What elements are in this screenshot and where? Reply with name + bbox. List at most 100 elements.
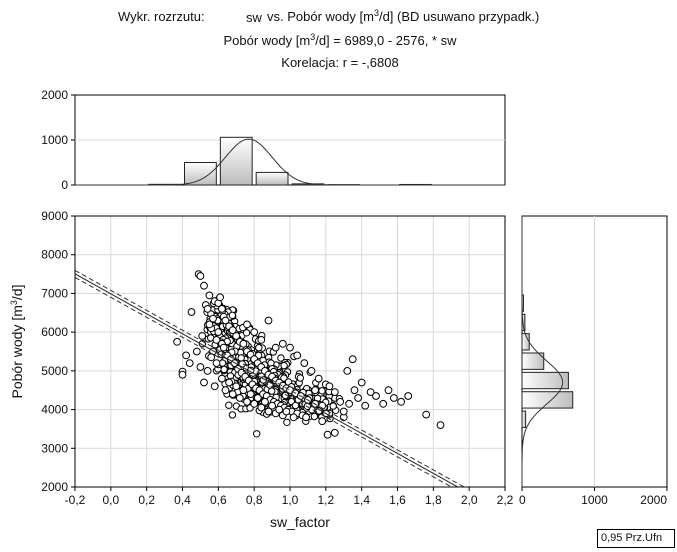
scatter-point — [257, 336, 266, 344]
scatter-point — [203, 367, 212, 375]
y-tick-label: 2000 — [41, 480, 68, 494]
scatter-point — [200, 281, 208, 290]
y-histogram-panel: 0 1000 2000 — [519, 215, 668, 507]
scatter-point — [422, 410, 431, 419]
scatter-point — [232, 332, 241, 340]
scatter-point — [253, 394, 262, 402]
scatter-point — [192, 347, 201, 356]
scatter-point — [280, 361, 288, 370]
scatter-point — [250, 328, 259, 337]
title-var: sw — [246, 10, 263, 25]
scatter-point — [311, 386, 320, 395]
scatter-point — [243, 320, 251, 329]
scatter-point — [277, 354, 285, 362]
title-line3: Korelacja: r = -,6808 — [281, 55, 398, 70]
scatter-point — [329, 402, 337, 410]
scatter-point — [185, 359, 194, 368]
y-tick-label: 3000 — [41, 441, 68, 455]
scatter-point — [264, 316, 273, 325]
scatter-point — [221, 386, 230, 395]
y-hist-bar — [521, 391, 574, 409]
scatter-point — [228, 411, 237, 419]
scatter-point — [235, 394, 244, 402]
scatter-point — [243, 397, 251, 406]
scatter-point — [300, 359, 309, 368]
y-tick-label: 8000 — [41, 248, 68, 262]
scatter-point — [302, 413, 311, 422]
scatter-point — [228, 390, 237, 399]
x-tick-label: 0,6 — [210, 493, 227, 507]
scatter-point — [237, 354, 245, 362]
scatter-point — [187, 308, 196, 316]
scatter-panel: -0,2 0,0 0,2 0,4 0,6 0,8 1,0 1,2 1,4 1,6 1,8 2,0 2,2… — [9, 209, 514, 530]
scatter-point — [228, 311, 237, 319]
y-tick-label: 5000 — [41, 364, 68, 378]
x-tick-label: 0,8 — [246, 493, 263, 507]
scatter-point — [283, 418, 291, 426]
confidence-band-line — [75, 269, 466, 487]
y-hist-tick-label: 1000 — [581, 493, 608, 507]
x-axis-label: sw_factor — [270, 514, 330, 530]
regression-line — [75, 273, 459, 487]
scatter-point — [325, 382, 334, 391]
x-tick-label: 2,0 — [461, 493, 478, 507]
scatter-point — [289, 413, 298, 422]
scatter-point — [271, 343, 280, 352]
x-hist-tick-label: 2000 — [41, 88, 68, 102]
scatter-point — [214, 328, 223, 337]
x-tick-label: 0,2 — [138, 493, 155, 507]
scatter-point — [203, 305, 212, 313]
scatter-point — [361, 401, 370, 410]
scatter-point — [212, 336, 221, 344]
scatter-point — [350, 386, 359, 395]
y-hist-bar — [521, 352, 545, 370]
scatter-point — [348, 355, 357, 364]
title-line1: vs. Pobór wody [m3/d] (BD usuwano przypa… — [267, 8, 539, 24]
x-tick-label: 1,2 — [317, 493, 334, 507]
confidence-band-line — [75, 276, 453, 487]
scatter-point — [404, 392, 413, 400]
scatter-point — [198, 332, 207, 340]
scatter-point — [246, 390, 255, 399]
y-hist-bar — [521, 371, 569, 390]
y-tick-label: 4000 — [41, 403, 68, 417]
scatter-point — [291, 401, 300, 410]
y-axis-label: Pobór wody [m3/d] — [9, 285, 25, 399]
scatter-point — [379, 399, 388, 408]
x-tick-label: -0,2 — [65, 493, 86, 507]
scatter-point — [345, 399, 354, 408]
scatter-point — [366, 388, 375, 397]
y-tick-label: 7000 — [41, 286, 68, 300]
title-line2: Pobór wody [m3/d] = 6989,0 - 2576, * sw — [223, 32, 457, 48]
scatter-point — [354, 394, 363, 402]
scatter-point — [232, 382, 241, 391]
y-hist-tick-label: 0 — [519, 493, 526, 507]
x-hist-tick-label: 1000 — [41, 133, 68, 147]
x-hist-tick-label: 0 — [61, 178, 68, 192]
scatter-point — [242, 329, 251, 337]
title-prefix: Wykr. rozrzutu: — [118, 9, 205, 24]
scatter-point — [397, 397, 406, 406]
scatter-point — [210, 382, 219, 391]
scatter-point — [372, 392, 380, 400]
scatter-point — [205, 291, 214, 300]
scatter-point — [293, 351, 302, 360]
y-hist-normal-curve — [521, 216, 564, 487]
x-hist-normal-curve — [75, 138, 505, 186]
scatter-point — [219, 343, 228, 352]
x-tick-label: 0,4 — [174, 493, 191, 507]
scatter-point — [228, 326, 237, 335]
scatter-point — [286, 343, 294, 352]
scatter-point — [296, 374, 304, 382]
x-hist-bar — [184, 162, 217, 186]
x-tick-label: 1,0 — [282, 493, 299, 507]
scatter-point — [218, 305, 226, 313]
y-hist-bar — [521, 410, 527, 428]
scatter-point — [196, 272, 205, 280]
x-tick-label: 2,2 — [497, 493, 514, 507]
y-hist-bar — [521, 313, 526, 332]
scatter-point — [384, 386, 393, 395]
x-tick-label: 1,4 — [353, 493, 370, 507]
scatter-point — [339, 407, 348, 416]
scatter-point — [314, 374, 323, 383]
